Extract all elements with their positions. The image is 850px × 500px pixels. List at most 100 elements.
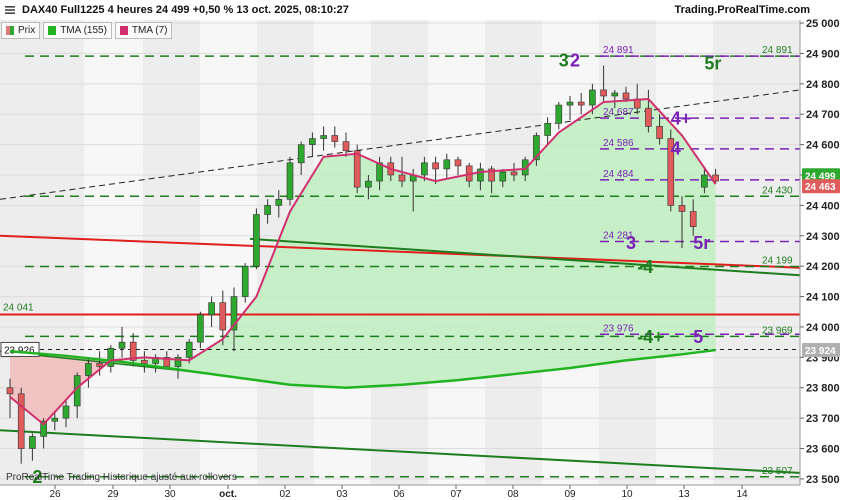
menu-bars-icon[interactable] (5, 5, 15, 15)
candle-body (309, 138, 316, 145)
legend-label: TMA (7) (131, 25, 168, 36)
purple-level-label: 24 281 (603, 231, 634, 242)
candle-body (600, 89, 607, 97)
candle-body (398, 174, 406, 182)
candle-body (118, 341, 126, 349)
x-tick-label: oct. (219, 489, 237, 500)
candle-body (678, 205, 686, 212)
candle-body (477, 168, 484, 182)
candle-body (365, 180, 372, 188)
candle-body (230, 296, 238, 331)
axis-background (800, 20, 850, 490)
candle-body (488, 168, 495, 182)
day-band (84, 20, 143, 485)
candle-body (454, 159, 462, 167)
price-badge-label: 24 499 (805, 171, 836, 182)
wave-label-purple: 3 (626, 233, 636, 253)
candle-body (208, 302, 215, 316)
candle-body (342, 141, 350, 151)
green-level-label: 23 969 (762, 325, 793, 336)
candle-body (589, 89, 596, 106)
wave-label-green: 5r (704, 54, 721, 74)
day-band (200, 20, 257, 485)
elliott-labels: 23 5r-4-4+24+43 5r5 (32, 51, 721, 487)
time-axis: 26 29 30 oct. 02 03 06 07 08 09 10 13 14 (0, 484, 800, 500)
x-tick-label: 02 (279, 489, 291, 500)
price-badge (802, 343, 840, 358)
candle-body (499, 171, 507, 182)
candle-body (555, 104, 563, 124)
candle-body (197, 314, 204, 343)
wave-label-green: -4 (637, 257, 653, 277)
purple-level-label: 23 976 (603, 323, 634, 334)
y-tick-label: 24 000 (806, 322, 840, 334)
tma155-line (9, 348, 716, 389)
candle-body (353, 150, 361, 188)
x-tick-label: 26 (49, 489, 61, 500)
x-tick-label: 10 (621, 489, 633, 500)
y-tick-label: 24 200 (806, 261, 840, 273)
chart-title: DAX40 Full1225 4 heures 24 499 +0,50 % 1… (22, 4, 349, 16)
wave-label-green: 2 (32, 467, 42, 487)
indicator-legend: Prix TMA (155) TMA (7) (1, 22, 173, 39)
candle-body (219, 302, 227, 331)
candle-body (297, 144, 305, 164)
candle-body (443, 159, 451, 170)
candle-body (107, 347, 115, 367)
green-level-label: 24 891 (762, 45, 793, 56)
legend-label: TMA (155) (60, 25, 107, 36)
candle-body (275, 199, 283, 206)
candle-body (689, 211, 697, 227)
horizontal-levels: 24 041 24 891 24 430 24 199 23 969 23 507 24 8… (0, 45, 800, 478)
green-level-label: 23 507 (762, 466, 793, 477)
purple-level-label: 24 484 (603, 169, 634, 180)
candle-body (622, 92, 630, 100)
purple-level-label: 24 891 (603, 45, 634, 56)
y-tick-label: 24 400 (806, 200, 840, 212)
support-line-label: 24 041 (3, 303, 34, 314)
wave-label-purple: 4 (671, 139, 681, 159)
candle-body (510, 171, 518, 176)
wave-label-purple: 5r (693, 233, 710, 253)
candle-body (432, 162, 439, 170)
candle-body (17, 393, 25, 449)
red-trendline (0, 234, 801, 269)
candle-body (241, 265, 249, 297)
candle-body (521, 159, 529, 176)
candle-body (611, 92, 619, 97)
candle-body (6, 387, 14, 395)
green-level-label: 24 430 (762, 185, 793, 196)
x-tick-label: 14 (736, 489, 748, 500)
wave-label-green: 3 (559, 51, 569, 71)
y-tick-label: 24 300 (806, 231, 840, 243)
x-tick-label: 09 (564, 489, 576, 500)
x-tick-label: 30 (164, 489, 176, 500)
tma155-swatch (48, 26, 57, 35)
candle-body (96, 363, 103, 367)
moving-averages (9, 97, 717, 426)
x-tick-label: 13 (678, 489, 690, 500)
candle-body (40, 420, 47, 437)
candle-body (286, 162, 294, 200)
legend-item-tma155[interactable]: TMA (155) (43, 22, 112, 39)
candle-body (656, 126, 663, 139)
y-tick-label: 25 000 (806, 18, 840, 30)
wave-label-purple: 4+ (671, 108, 692, 128)
legend-item-price[interactable]: Prix (1, 22, 41, 39)
tma7-line (9, 97, 717, 426)
y-tick-label: 24 600 (806, 140, 840, 152)
day-band (143, 20, 200, 485)
y-tick-label: 23 700 (806, 413, 840, 425)
purple-level-label: 24 586 (603, 138, 634, 149)
x-tick-label: 08 (507, 489, 519, 500)
legend-item-tma7[interactable]: TMA (7) (114, 22, 173, 39)
x-tick-label: 03 (336, 489, 348, 500)
green-level-label: 24 199 (762, 255, 793, 266)
candle-body (320, 135, 327, 139)
y-tick-label: 23 600 (806, 444, 840, 456)
candle-body (331, 135, 339, 142)
x-tick-label: 29 (107, 489, 119, 500)
x-tick-label: 06 (393, 489, 405, 500)
candle-body (577, 101, 585, 106)
